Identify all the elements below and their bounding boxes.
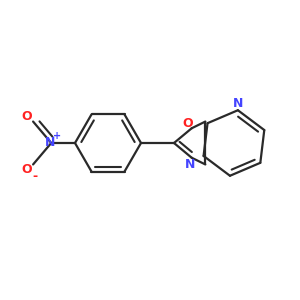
Text: -: - <box>32 170 38 183</box>
Text: N: N <box>184 158 195 171</box>
Text: N: N <box>45 136 56 148</box>
Text: N: N <box>233 97 243 110</box>
Text: O: O <box>22 163 32 176</box>
Text: +: + <box>53 131 61 141</box>
Text: O: O <box>22 110 32 123</box>
Text: O: O <box>182 117 193 130</box>
